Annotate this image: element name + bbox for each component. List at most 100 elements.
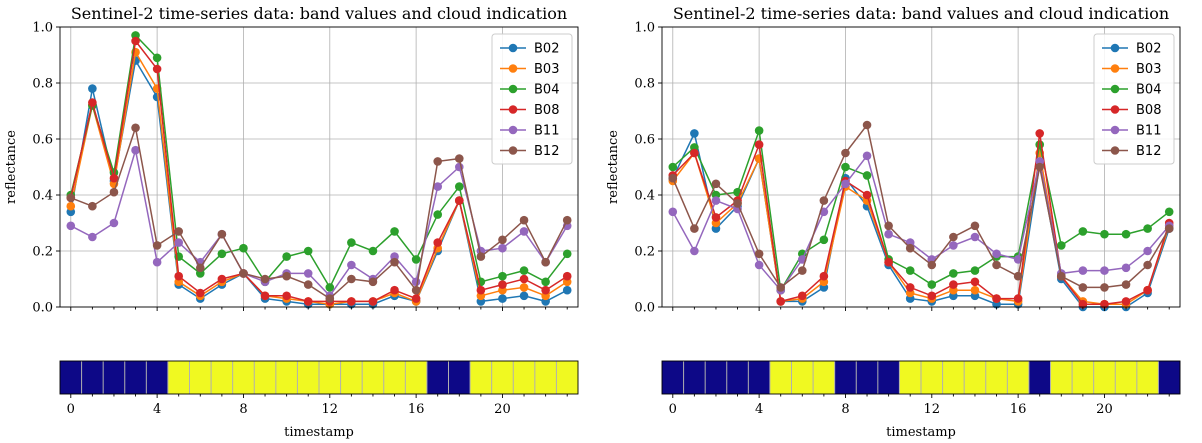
data-point (562, 249, 572, 259)
cloud-cell (319, 361, 341, 394)
data-point (949, 280, 958, 289)
legend-item-B02: B02 (1102, 42, 1161, 57)
legend: B02 B03 B04 B08 B11 B12 (1093, 33, 1175, 165)
data-point (1035, 162, 1045, 172)
y-tick-label: 0.8 (32, 77, 53, 92)
data-point (1078, 266, 1088, 275)
data-point (325, 294, 335, 303)
data-point (1143, 224, 1152, 233)
cloud-cell (964, 361, 987, 394)
legend-marker (508, 43, 518, 53)
data-point (368, 246, 378, 256)
data-point (519, 283, 529, 292)
data-point (754, 249, 764, 259)
data-point (819, 271, 829, 281)
cloud-cell (146, 361, 169, 394)
x-tick-label: 12 (924, 402, 941, 417)
legend-marker (1110, 105, 1120, 114)
legend-label: B02 (1136, 42, 1161, 57)
plot-frame (661, 26, 1181, 308)
cloud-cell (189, 361, 212, 394)
cloud-cell (813, 361, 835, 394)
data-point (1013, 271, 1023, 281)
x-tick-label: 0 (669, 402, 677, 417)
data-point (152, 53, 162, 63)
y-tick-label: 0.2 (32, 245, 53, 260)
legend-label: B08 (534, 103, 559, 118)
cloud-cell (275, 361, 298, 394)
data-point (1143, 260, 1152, 270)
legend-marker (1110, 146, 1120, 155)
data-point (303, 297, 313, 306)
data-point (88, 98, 97, 107)
y-tick-label: 0.4 (32, 189, 53, 204)
data-point (690, 246, 699, 256)
data-point (797, 291, 807, 301)
legend-marker (508, 64, 518, 73)
data-point (1143, 246, 1152, 256)
data-point (970, 277, 980, 287)
cloud-cell (340, 361, 363, 394)
data-point (1013, 294, 1023, 303)
data-point (1121, 263, 1131, 273)
data-point (131, 123, 140, 133)
data-point (754, 140, 764, 149)
data-point (541, 257, 550, 267)
cloud-cell (834, 361, 857, 394)
cloud-cell (1028, 361, 1051, 394)
data-point (390, 285, 399, 295)
data-point (1100, 229, 1109, 239)
data-point (498, 243, 507, 253)
legend-marker (1110, 43, 1120, 53)
data-point (519, 215, 529, 225)
legend-label: B03 (534, 62, 559, 77)
data-point (949, 241, 958, 250)
data-point (1121, 229, 1131, 239)
data-point (433, 238, 443, 247)
data-point (776, 297, 786, 306)
cloud-cell (232, 361, 255, 394)
legend-item-B04: B04 (1102, 83, 1161, 98)
cloud-cell (103, 361, 126, 394)
cloud-cell (748, 361, 771, 394)
data-point (819, 235, 829, 245)
cloud-cell (254, 361, 277, 394)
data-point (690, 148, 699, 158)
data-point (905, 266, 915, 275)
data-point (174, 271, 184, 281)
legend-item-B08: B08 (1102, 103, 1161, 118)
chart-title: Sentinel-2 time-series data: band values… (71, 4, 567, 23)
data-point (819, 196, 829, 205)
data-point (992, 260, 1001, 270)
legend-marker (1110, 125, 1120, 135)
legend-marker (1110, 84, 1120, 94)
data-point (282, 252, 291, 261)
data-point (970, 285, 980, 295)
data-point (970, 232, 980, 242)
data-point (411, 277, 421, 287)
data-point (862, 120, 872, 130)
data-point (498, 294, 507, 303)
legend-label: B12 (1136, 144, 1161, 159)
data-point (711, 213, 721, 222)
data-point (109, 218, 119, 228)
cloud-cell (211, 361, 233, 394)
data-point (66, 221, 76, 231)
data-point (368, 297, 378, 306)
x-tick-label: 4 (755, 402, 763, 417)
cloud-cell (1115, 361, 1138, 394)
legend-label: B02 (534, 42, 559, 57)
y-tick-label: 0.6 (32, 133, 53, 148)
x-tick-label: 12 (322, 402, 339, 417)
data-point (88, 84, 97, 93)
data-point (152, 241, 162, 250)
y-axis-label: reflectance (4, 130, 19, 204)
cloud-cell (1050, 361, 1073, 394)
data-point (905, 283, 915, 292)
data-point (260, 274, 270, 284)
legend-label: B04 (1136, 83, 1161, 98)
data-point (476, 285, 486, 295)
legend-label: B04 (534, 83, 559, 98)
cloud-cell (556, 361, 579, 394)
x-tick-label: 0 (67, 402, 75, 417)
